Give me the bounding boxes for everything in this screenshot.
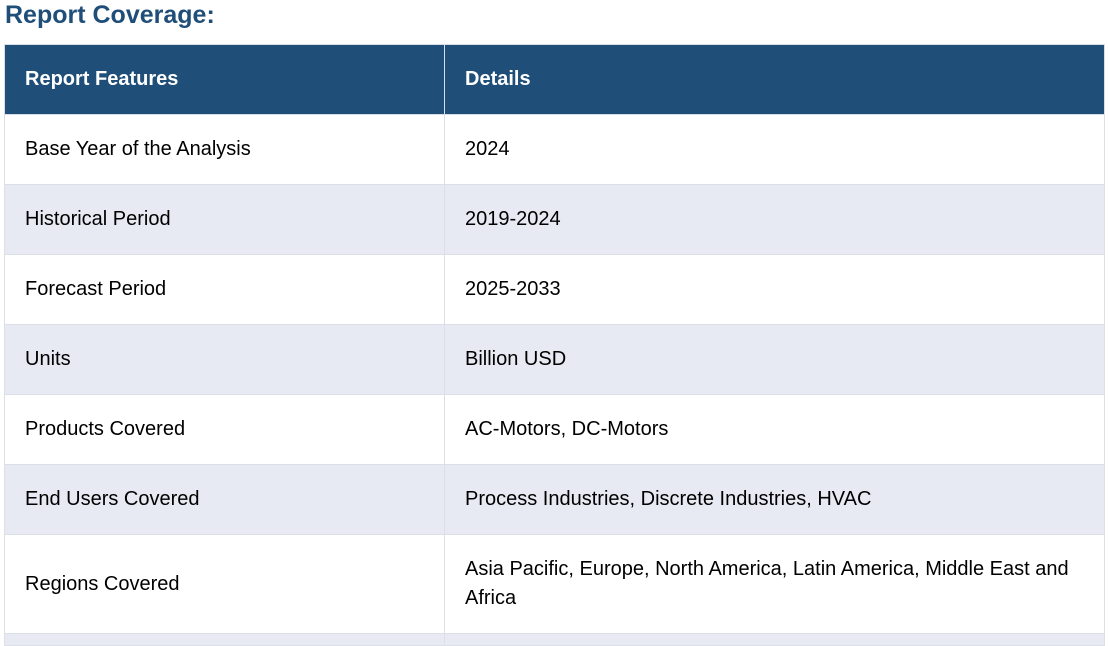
detail-cell: AC-Motors, DC-Motors (444, 394, 1105, 465)
report-coverage-heading: Report Coverage: (5, 1, 215, 29)
detail-cell: 2024 (444, 114, 1105, 185)
detail-cell: Process Industries, Discrete Industries,… (444, 464, 1105, 535)
feature-cell: Units (4, 324, 445, 395)
column-header-details: Details (444, 44, 1105, 115)
column-header-report-features: Report Features (4, 44, 445, 115)
detail-cell: Billion USD (444, 324, 1105, 395)
report-coverage-table: Report Features Details Base Year of the… (4, 44, 1105, 646)
feature-cell: Historical Period (4, 184, 445, 255)
table-row: Forecast Period 2025-2033 (4, 254, 1105, 325)
detail-cell: 2019-2024 (444, 184, 1105, 255)
detail-cell: 2025-2033 (444, 254, 1105, 325)
table-row: Historical Period 2019-2024 (4, 184, 1105, 255)
table-header-row: Report Features Details (4, 44, 1105, 115)
table-row: Base Year of the Analysis 2024 (4, 114, 1105, 185)
table-row: Units Billion USD (4, 324, 1105, 395)
feature-cell: Products Covered (4, 394, 445, 465)
table-row: Products Covered AC-Motors, DC-Motors (4, 394, 1105, 465)
detail-cell: Asia Pacific, Europe, North America, Lat… (444, 534, 1105, 634)
feature-cell: Forecast Period (4, 254, 445, 325)
feature-cell: Regions Covered (4, 534, 445, 634)
table-row: End Users Covered Process Industries, Di… (4, 464, 1105, 535)
feature-cell: End Users Covered (4, 464, 445, 535)
table-row: Regions Covered Asia Pacific, Europe, No… (4, 534, 1105, 634)
feature-cell: Base Year of the Analysis (4, 114, 445, 185)
